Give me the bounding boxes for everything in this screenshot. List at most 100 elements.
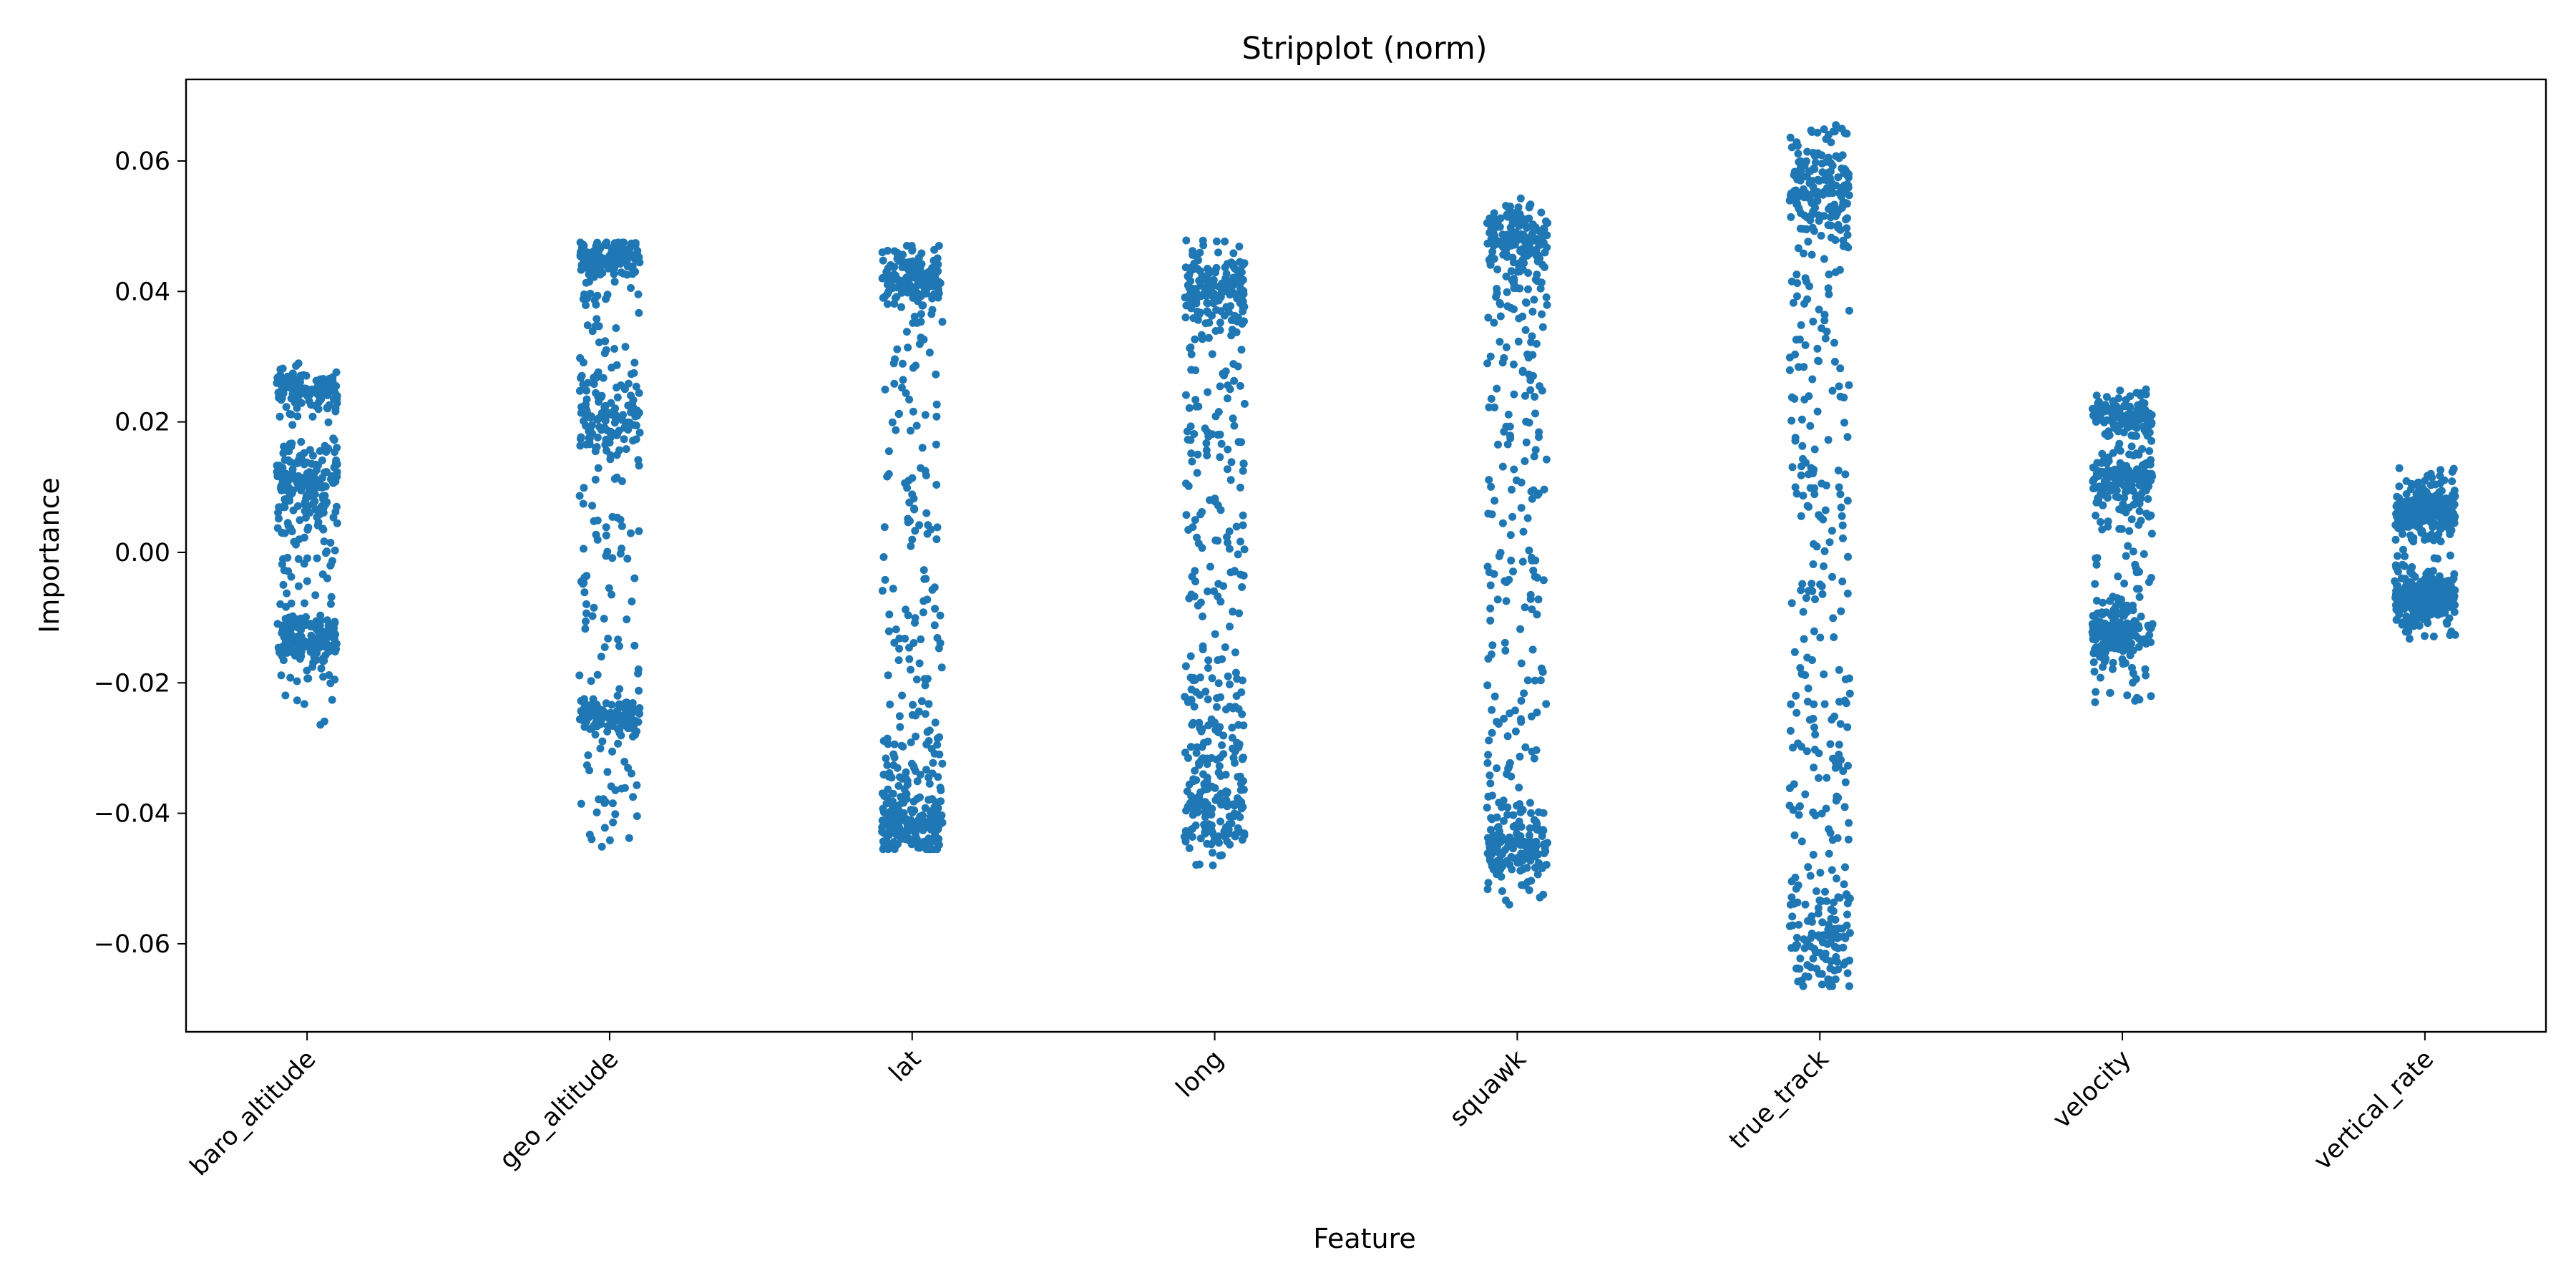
data-point — [2092, 597, 2101, 605]
data-point — [878, 248, 887, 257]
data-point — [1216, 723, 1224, 731]
data-point — [919, 566, 928, 575]
data-point — [1806, 421, 1815, 430]
data-point — [894, 813, 902, 821]
data-point — [308, 492, 317, 501]
data-point — [1533, 708, 1541, 717]
data-point — [1787, 700, 1795, 708]
data-point — [1517, 659, 1526, 668]
data-point — [1506, 833, 1514, 841]
data-point — [2104, 517, 2112, 526]
data-point — [333, 391, 341, 400]
data-point — [1527, 487, 1536, 496]
data-point — [932, 535, 941, 544]
data-point — [938, 318, 947, 326]
data-point — [614, 635, 623, 644]
data-point — [2422, 513, 2431, 522]
data-point — [1483, 885, 1492, 894]
data-point — [1186, 652, 1195, 660]
data-point — [595, 322, 603, 331]
data-point — [1192, 748, 1201, 757]
data-point — [880, 523, 889, 532]
data-point — [1537, 664, 1546, 673]
data-point — [1800, 635, 1808, 643]
data-point — [1801, 900, 1810, 909]
data-point — [1828, 866, 1836, 874]
data-point — [615, 685, 624, 693]
data-point — [1841, 778, 1850, 786]
data-point — [931, 605, 940, 613]
data-point — [1785, 366, 1794, 374]
data-point — [1221, 643, 1229, 651]
data-point — [927, 310, 936, 318]
data-point — [2132, 563, 2140, 572]
data-point — [892, 271, 900, 280]
data-point — [1793, 292, 1801, 301]
data-point — [2096, 643, 2104, 651]
data-point — [1504, 842, 1512, 851]
data-point — [909, 407, 917, 416]
data-point — [586, 289, 595, 298]
data-point — [1533, 491, 1542, 499]
data-point — [932, 819, 940, 827]
data-point — [1192, 402, 1201, 411]
data-point — [1221, 771, 1230, 779]
data-point — [1201, 785, 1209, 794]
data-point — [330, 436, 338, 444]
data-point — [1211, 494, 1219, 503]
data-point — [1500, 427, 1508, 436]
data-point — [1237, 346, 1246, 354]
data-point — [1816, 633, 1825, 642]
data-point — [1214, 296, 1223, 305]
data-point — [1201, 424, 1209, 433]
data-point — [2092, 554, 2100, 562]
data-point — [1541, 847, 1550, 856]
data-point — [1536, 382, 1543, 391]
data-point — [1840, 880, 1848, 889]
data-point — [908, 535, 917, 544]
data-point — [2129, 452, 2138, 459]
data-point — [321, 468, 329, 477]
data-point — [1207, 826, 1216, 834]
data-point — [909, 639, 918, 647]
data-point — [1835, 265, 1844, 274]
data-point — [635, 389, 643, 397]
data-point — [1507, 556, 1516, 565]
data-point — [2118, 640, 2127, 649]
data-point — [2145, 477, 2154, 485]
data-point — [1797, 321, 1805, 329]
data-point — [1807, 942, 1815, 951]
data-point — [2119, 482, 2128, 490]
data-point — [2429, 633, 2438, 640]
data-point — [1827, 221, 1835, 230]
data-point — [303, 577, 311, 585]
data-point — [1801, 274, 1810, 283]
data-point — [1536, 240, 1545, 249]
data-point — [322, 638, 331, 647]
data-point — [1235, 243, 1244, 250]
data-point — [1839, 534, 1847, 542]
data-point — [2407, 535, 2416, 543]
data-point — [318, 382, 327, 391]
data-point — [1508, 218, 1517, 227]
data-point — [899, 359, 907, 368]
data-point — [1843, 230, 1852, 239]
data-point — [1833, 957, 1841, 966]
data-point — [1231, 264, 1239, 273]
data-point — [293, 696, 301, 705]
data-point — [1211, 536, 1220, 545]
data-point — [930, 845, 939, 854]
data-point — [597, 653, 605, 661]
data-point — [1521, 457, 1529, 465]
data-point — [2422, 488, 2431, 497]
data-point — [1181, 693, 1189, 701]
data-point — [618, 477, 626, 485]
data-point — [1208, 674, 1216, 683]
data-point — [1824, 153, 1833, 162]
data-point — [1521, 743, 1530, 751]
data-point — [1498, 230, 1507, 239]
data-point — [2102, 393, 2111, 401]
data-point — [926, 819, 934, 828]
data-point — [2433, 593, 2441, 602]
data-point — [1531, 676, 1539, 685]
